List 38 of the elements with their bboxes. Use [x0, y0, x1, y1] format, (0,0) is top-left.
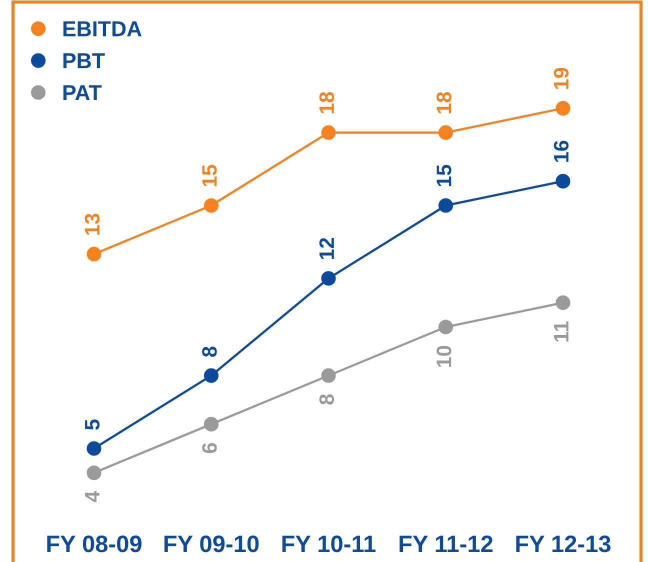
point: [556, 174, 570, 188]
x-tick-label: FY 09-10: [164, 536, 259, 552]
point: [556, 101, 570, 116]
point: [86, 246, 102, 262]
data-label: 18: [319, 92, 334, 114]
data-label: 12: [319, 238, 334, 260]
data-label: 16: [554, 140, 569, 162]
data-label: 8: [319, 394, 334, 405]
data-label: 15: [436, 164, 452, 186]
legend-label: EBITDA: [63, 21, 142, 36]
point: [204, 198, 219, 213]
point: [321, 125, 336, 140]
point: [321, 368, 336, 383]
x-tick-label: FY 11-12: [400, 536, 493, 552]
point: [321, 271, 336, 286]
data-label: 8: [202, 346, 217, 357]
legend-label: PAT: [63, 85, 102, 100]
x-tick-label: FY 10-11: [282, 536, 376, 552]
point: [204, 368, 219, 383]
x-tick-label: FY 08-09: [47, 536, 142, 552]
data-label: 18: [436, 92, 452, 114]
data-label: 19: [554, 68, 569, 89]
data-label: 11: [554, 321, 568, 342]
data-label: 4: [85, 490, 100, 502]
point: [86, 466, 102, 480]
point: [556, 295, 570, 310]
data-label: 5: [85, 419, 100, 430]
point: [86, 441, 102, 456]
point: [438, 198, 454, 213]
data-label: 6: [202, 443, 217, 454]
point: [438, 320, 454, 334]
legend-label: PBT: [63, 53, 105, 68]
data-label: 15: [202, 164, 217, 186]
data-label: 10: [436, 346, 452, 367]
point: [204, 416, 219, 432]
data-label: 13: [84, 214, 100, 235]
point: [438, 125, 454, 140]
x-tick-label: FY 12-13: [516, 536, 611, 552]
